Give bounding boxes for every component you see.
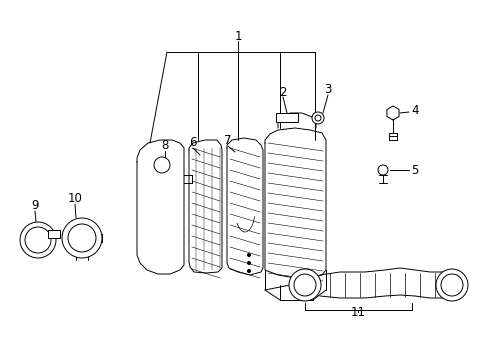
Circle shape bbox=[314, 115, 320, 121]
Polygon shape bbox=[137, 140, 183, 274]
Polygon shape bbox=[226, 138, 263, 275]
Text: 11: 11 bbox=[350, 306, 365, 319]
Circle shape bbox=[154, 157, 170, 173]
Text: 6: 6 bbox=[189, 135, 196, 149]
Polygon shape bbox=[264, 128, 325, 278]
Text: 3: 3 bbox=[324, 82, 331, 95]
Polygon shape bbox=[278, 113, 315, 128]
Circle shape bbox=[247, 253, 250, 257]
Circle shape bbox=[440, 274, 462, 296]
Text: 4: 4 bbox=[410, 104, 418, 117]
Bar bbox=[275, 113, 297, 122]
Circle shape bbox=[62, 218, 102, 258]
Text: 9: 9 bbox=[31, 198, 39, 212]
Circle shape bbox=[435, 269, 467, 301]
Circle shape bbox=[247, 261, 250, 265]
Text: 8: 8 bbox=[161, 139, 168, 152]
Text: 10: 10 bbox=[67, 192, 82, 204]
Text: 7: 7 bbox=[224, 134, 231, 147]
Circle shape bbox=[377, 165, 387, 175]
Circle shape bbox=[20, 222, 56, 258]
Circle shape bbox=[68, 224, 96, 252]
Text: 1: 1 bbox=[234, 30, 241, 42]
Circle shape bbox=[25, 227, 51, 253]
Text: 2: 2 bbox=[279, 86, 286, 99]
Bar bbox=[48, 230, 60, 238]
Polygon shape bbox=[386, 106, 398, 120]
Polygon shape bbox=[189, 140, 222, 273]
Text: 5: 5 bbox=[410, 163, 418, 176]
Circle shape bbox=[311, 112, 324, 124]
Circle shape bbox=[247, 270, 250, 273]
Circle shape bbox=[293, 274, 315, 296]
Circle shape bbox=[288, 269, 320, 301]
